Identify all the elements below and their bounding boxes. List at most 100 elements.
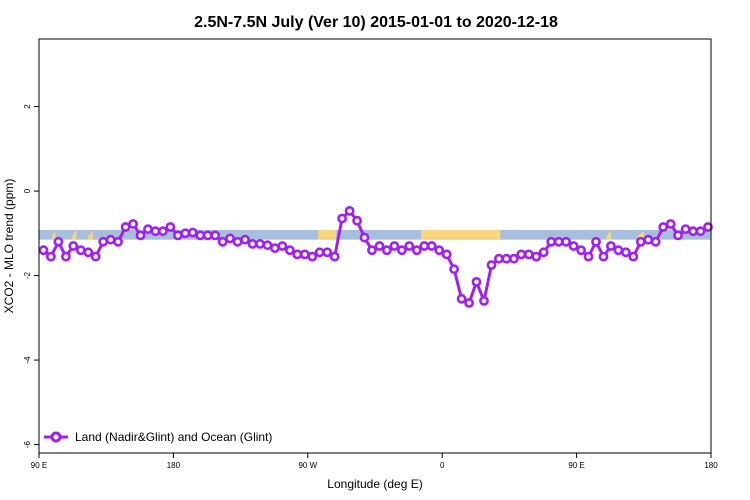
data-point	[255, 238, 265, 249]
data-point	[613, 245, 624, 256]
data-point	[568, 241, 579, 251]
data-point	[598, 251, 609, 262]
x-tick-label: 0	[440, 461, 445, 470]
data-point	[83, 247, 94, 258]
data-point	[389, 241, 400, 251]
data-point	[479, 295, 489, 306]
data-point	[344, 205, 355, 216]
legend: Land (Nadir&Glint) and Ocean (Glint)	[44, 430, 272, 444]
data-point	[516, 249, 527, 260]
y-axis-label: XCO2 - MLO trend (ppm)	[2, 179, 16, 314]
data-point	[143, 224, 153, 234]
data-point	[367, 245, 377, 256]
data-point	[314, 247, 325, 258]
data-point	[53, 236, 64, 247]
data-point	[120, 222, 131, 232]
data-point	[202, 230, 213, 241]
data-point	[426, 241, 437, 251]
data-point	[157, 226, 168, 237]
data-point	[665, 219, 676, 229]
data-point	[658, 222, 669, 232]
data-point	[538, 247, 549, 258]
data-point	[247, 238, 258, 249]
data-point	[299, 249, 310, 260]
data-point	[493, 253, 504, 264]
data-point	[703, 222, 713, 232]
land-band-segment	[88, 231, 93, 240]
data-point	[695, 226, 706, 237]
data-point	[635, 236, 646, 247]
x-tick-label: 180	[704, 461, 718, 470]
data-point	[531, 251, 542, 262]
data-point	[359, 232, 370, 243]
y-tick-label: 0	[23, 188, 32, 193]
plot-area	[38, 205, 713, 308]
data-point	[329, 251, 340, 262]
data-point	[113, 236, 123, 247]
data-point	[269, 243, 280, 253]
data-point	[404, 241, 415, 251]
y-axis: 2 0 -2 -4 -6	[23, 104, 39, 448]
data-point	[277, 241, 288, 251]
chart-title: 2.5N-7.5N July (Ver 10) 2015-01-01 to 20…	[194, 14, 558, 31]
data-point	[486, 260, 497, 270]
data-point	[411, 245, 422, 256]
x-tick-label: 90 E	[568, 461, 584, 470]
land-band-segment	[606, 229, 611, 240]
data-point	[292, 249, 303, 260]
y-tick-label: -4	[23, 356, 32, 364]
y-tick-label: 2	[23, 104, 32, 109]
data-point	[546, 236, 557, 247]
data-point	[90, 251, 101, 262]
plot-frame	[38, 38, 712, 454]
ocean-band	[39, 229, 711, 240]
data-point	[628, 251, 639, 262]
data-point	[75, 245, 86, 256]
data-point	[621, 247, 631, 258]
data-point	[337, 213, 347, 224]
x-tick-label: 180	[167, 461, 181, 470]
land-band-segment	[71, 229, 77, 240]
data-point	[180, 228, 191, 239]
legend-label: Land (Nadir&Glint) and Ocean (Glint)	[75, 430, 272, 444]
data-point	[165, 222, 176, 232]
data-point	[135, 230, 146, 241]
data-point	[591, 236, 601, 247]
data-point	[98, 236, 109, 247]
land-band-segment	[421, 229, 501, 240]
data-point	[240, 234, 250, 245]
legend-marker-swatch	[50, 431, 62, 443]
data-point	[396, 245, 407, 256]
data-point	[322, 247, 333, 258]
data-point	[501, 253, 512, 264]
x-axis: 90 E 180 90 W 0 90 E 180	[31, 453, 718, 470]
data-point	[225, 233, 235, 244]
data-point	[441, 249, 452, 260]
data-point	[680, 224, 691, 234]
data-point	[38, 245, 49, 256]
x-tick-label: 90 E	[31, 461, 47, 470]
data-point	[434, 245, 445, 256]
data-point	[650, 236, 661, 247]
data-point	[284, 245, 295, 256]
data-point	[583, 251, 594, 262]
data-point	[374, 241, 385, 251]
land-band-segment	[318, 229, 337, 240]
data-point	[561, 236, 571, 247]
land-band-segment	[52, 229, 56, 240]
data-point	[471, 276, 482, 287]
data-point	[381, 245, 392, 256]
data-point	[456, 293, 467, 304]
data-point	[523, 249, 534, 260]
x-axis-label: Longitude (deg E)	[327, 477, 422, 491]
data-point	[449, 264, 459, 275]
data-point	[46, 251, 56, 262]
x-tick-label: 90 W	[298, 461, 317, 470]
data-point	[509, 253, 519, 264]
data-point	[307, 251, 318, 262]
data-point	[352, 215, 362, 226]
data-point	[464, 298, 474, 308]
data-point	[68, 241, 79, 251]
